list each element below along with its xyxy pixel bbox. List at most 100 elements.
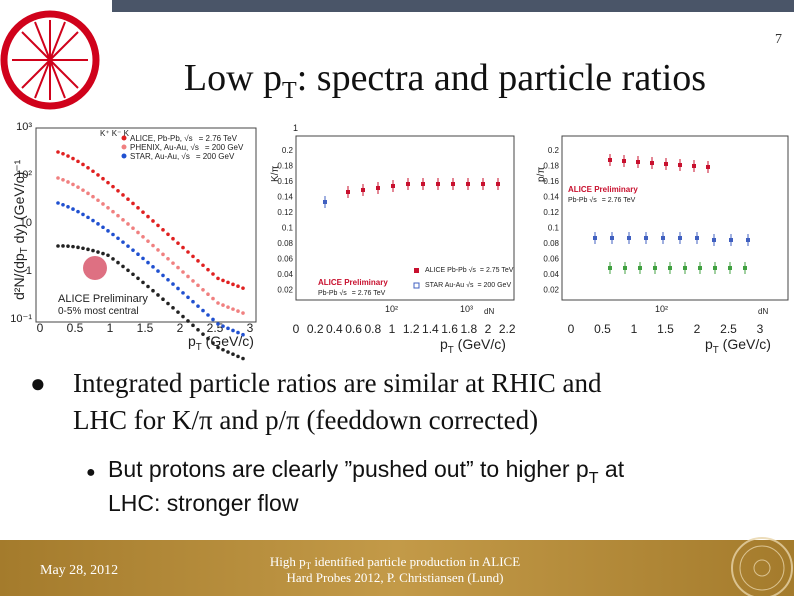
decor-point (406, 182, 410, 186)
text: = 200 GeV (205, 143, 244, 152)
y-tick-label: 0.12 (543, 208, 559, 217)
decor-point (56, 244, 60, 248)
decor-point (156, 293, 160, 297)
decor-point (421, 182, 425, 186)
decor-point (713, 266, 717, 270)
legend-entry: ALICE Pb-Pb √s = 2.75 TeV (425, 266, 514, 274)
decor-point (136, 206, 140, 210)
text: STAR Au-Au √s (425, 281, 474, 289)
decor-point (346, 190, 350, 194)
decor-point (236, 330, 240, 335)
decor-point (111, 257, 115, 261)
decor-point (81, 212, 85, 217)
y-tick-label: 0.06 (543, 255, 559, 264)
decor-point (692, 164, 696, 168)
decor-point (66, 154, 70, 158)
decor-point (226, 280, 230, 285)
decor-point (196, 259, 200, 263)
y-tick-label: 0.16 (277, 177, 293, 186)
decor-point (121, 218, 125, 222)
decor-point (121, 264, 125, 269)
decor-point (86, 247, 90, 252)
y-tick-label: 0.14 (543, 193, 559, 202)
species-label: K⁺ K⁻ K (100, 129, 130, 138)
y-tick-label: 0.1 (282, 224, 294, 233)
y-tick-label: 0.18 (277, 162, 293, 171)
decor-point (96, 198, 100, 203)
decor-point (186, 319, 190, 323)
decor-point (151, 219, 155, 223)
legend-entry: ALICE, Pb-Pb, √s = 2.76 TeV (130, 134, 238, 143)
decor-point (241, 332, 245, 337)
y-tick-label: 0.18 (543, 162, 559, 171)
x-tick-label: 1.2 (403, 322, 420, 336)
decor-point (391, 184, 395, 188)
decor-point (241, 286, 245, 290)
decor-point (126, 222, 130, 226)
text: Pb-Pb √s (568, 196, 597, 204)
decor-point (116, 188, 120, 193)
x-tick-label: 0.2 (307, 322, 324, 336)
decor-point (56, 176, 60, 180)
decor-point (216, 345, 220, 350)
x-tick-label: 0 (293, 322, 300, 336)
y-tick-label: 10⁻¹ (10, 313, 32, 325)
decor-point (141, 234, 145, 239)
dn-tick-label: 10² (655, 304, 668, 314)
sub: T (196, 342, 202, 353)
decor-point (151, 243, 155, 248)
sub: T (448, 345, 454, 356)
decor-point (201, 263, 205, 268)
decor-point (211, 296, 215, 301)
decor-point (156, 223, 160, 228)
decor-point (231, 282, 235, 287)
footer-author: Hard Probes 2012, P. Christiansen (Lund) (286, 570, 503, 585)
y-tick-label: 0.2 (282, 146, 294, 155)
decor-point (201, 308, 205, 313)
decor-point (81, 188, 85, 192)
decor-point (91, 248, 95, 253)
legend-entry: STAR, Au-Au, √s = 200 GeV (130, 152, 235, 161)
text: (GeV/c) (719, 336, 771, 352)
text: = 200 GeV (477, 282, 511, 289)
decor-point (171, 306, 175, 310)
decor-point (76, 245, 80, 250)
decor-point (622, 159, 626, 163)
decor-point (216, 276, 220, 281)
decor-point (161, 273, 165, 278)
decor-point (451, 182, 455, 186)
decor-point (221, 303, 225, 307)
note: Pb-Pb √s = 2.76 TeV (318, 289, 386, 297)
decor-point (186, 250, 190, 254)
decor-point (191, 254, 195, 259)
x-tick-label: 0.4 (326, 322, 343, 336)
decor-point (86, 165, 90, 170)
decor-point (206, 336, 210, 341)
decor-point (96, 250, 100, 254)
top-tick: 1 (293, 123, 298, 133)
plot-frame (561, 135, 789, 301)
decor-point (101, 202, 105, 206)
decor-point (86, 191, 90, 196)
decor-point (181, 270, 185, 274)
decor-point (593, 236, 597, 240)
decor-point (101, 251, 105, 256)
decor-point (481, 182, 485, 186)
title-text: : spectra and particle ratios (297, 57, 706, 99)
x-tick-label: 1.8 (460, 322, 477, 336)
decor-point (116, 236, 120, 241)
decor-point (91, 169, 95, 174)
y-axis-label: d²N/(dpT dy) (GeV/c)⁻¹ (11, 159, 30, 300)
decor-point (141, 280, 145, 285)
decor-point (91, 194, 95, 199)
decor-point (361, 188, 365, 192)
decor-point (186, 274, 190, 279)
decor-point (678, 236, 682, 240)
text: PHENIX, Au-Au, √s (130, 143, 199, 152)
decor-point (668, 266, 672, 270)
decor-point (81, 162, 85, 167)
decor-point (206, 313, 210, 317)
x-tick-label: 1 (107, 321, 114, 335)
decor-point (111, 184, 115, 189)
